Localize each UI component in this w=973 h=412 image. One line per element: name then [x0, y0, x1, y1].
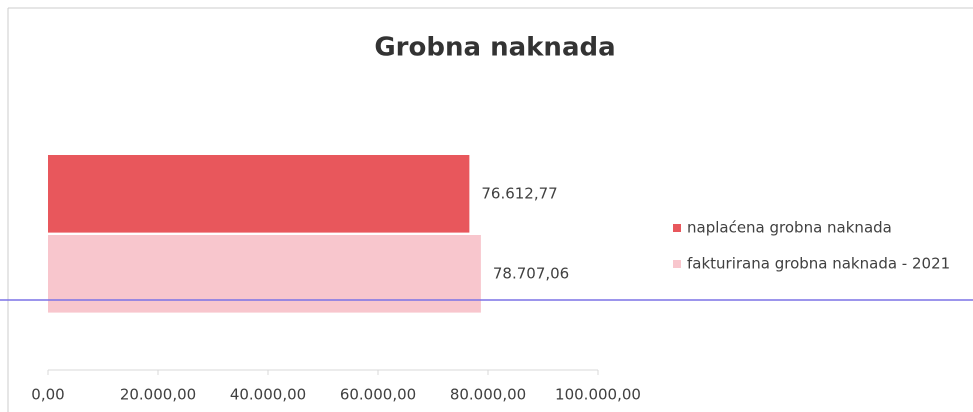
data-label: 78.707,06	[493, 264, 569, 282]
legend-swatch	[673, 224, 681, 232]
bar	[48, 155, 470, 233]
legend-label: fakturirana grobna naknada - 2021	[687, 255, 950, 273]
x-tick-label: 60.000,00	[340, 386, 416, 404]
chart-title: Grobna naknada	[374, 33, 615, 63]
x-tick-label: 0,00	[31, 386, 64, 404]
data-label: 76.612,77	[481, 184, 557, 202]
x-tick-label: 80.000,00	[450, 386, 526, 404]
legend-swatch	[673, 260, 681, 268]
x-tick-label: 100.000,00	[555, 386, 641, 404]
bar	[48, 235, 481, 313]
x-tick-label: 20.000,00	[120, 386, 196, 404]
legend-label: naplaćena grobna naknada	[687, 219, 892, 237]
x-tick-label: 40.000,00	[230, 386, 306, 404]
